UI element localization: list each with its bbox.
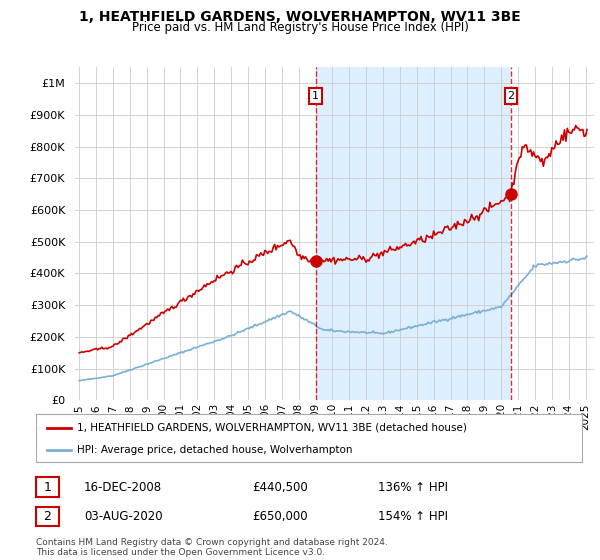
Text: 03-AUG-2020: 03-AUG-2020 — [84, 510, 163, 523]
Text: £440,500: £440,500 — [252, 480, 308, 494]
Text: £650,000: £650,000 — [252, 510, 308, 523]
Text: 154% ↑ HPI: 154% ↑ HPI — [378, 510, 448, 523]
Text: 1: 1 — [312, 91, 319, 101]
Text: 1: 1 — [43, 480, 52, 494]
Text: 1, HEATHFIELD GARDENS, WOLVERHAMPTON, WV11 3BE (detached house): 1, HEATHFIELD GARDENS, WOLVERHAMPTON, WV… — [77, 423, 467, 433]
Text: 16-DEC-2008: 16-DEC-2008 — [84, 480, 162, 494]
Text: Contains HM Land Registry data © Crown copyright and database right 2024.
This d: Contains HM Land Registry data © Crown c… — [36, 538, 388, 557]
Text: 2: 2 — [508, 91, 515, 101]
Text: HPI: Average price, detached house, Wolverhampton: HPI: Average price, detached house, Wolv… — [77, 445, 352, 455]
Bar — [316, 67, 511, 400]
Text: 136% ↑ HPI: 136% ↑ HPI — [378, 480, 448, 494]
Text: Price paid vs. HM Land Registry's House Price Index (HPI): Price paid vs. HM Land Registry's House … — [131, 21, 469, 34]
Text: 2: 2 — [43, 510, 52, 523]
Text: 1, HEATHFIELD GARDENS, WOLVERHAMPTON, WV11 3BE: 1, HEATHFIELD GARDENS, WOLVERHAMPTON, WV… — [79, 10, 521, 24]
